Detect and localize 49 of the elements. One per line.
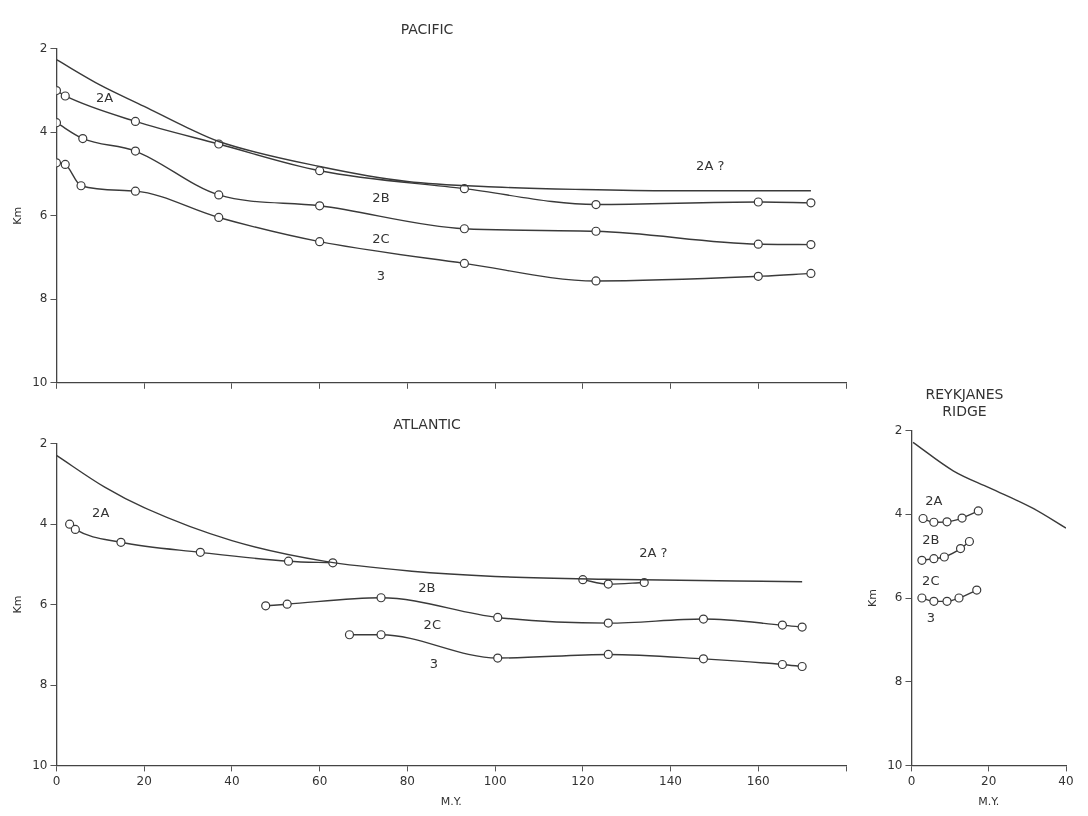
x-tick-label: 40 xyxy=(1058,773,1074,788)
chart-title: ATLANTIC xyxy=(393,416,462,433)
annotation: 2C xyxy=(423,617,441,633)
x-axis-title: M.Y. xyxy=(440,795,462,809)
y-tick-label: 10 xyxy=(887,757,903,772)
y-tick-label: 10 xyxy=(32,757,48,772)
x-tick-label: 60 xyxy=(312,773,328,788)
y-tick-label: 2 xyxy=(39,40,48,55)
annotation: 2A ? xyxy=(696,157,725,173)
chart-title: PACIFIC xyxy=(400,21,454,38)
x-tick-label: 100 xyxy=(483,773,507,788)
y-tick-label: 10 xyxy=(32,374,48,389)
x-tick-label: 120 xyxy=(571,773,595,788)
annotation: 2A xyxy=(96,90,114,106)
x-tick-label: 20 xyxy=(136,773,152,788)
y-tick-label: 8 xyxy=(39,291,48,306)
y-tick-label: 2 xyxy=(39,435,48,450)
annotation: 2B xyxy=(372,190,390,206)
x-tick-label: 40 xyxy=(224,773,240,788)
annotation: 2B xyxy=(418,579,436,595)
annotation: 2A xyxy=(925,492,943,508)
x-tick-label: 160 xyxy=(746,773,770,788)
annotation: 3 xyxy=(429,655,439,671)
y-tick-label: 4 xyxy=(39,516,48,531)
annotation: 2C xyxy=(922,573,940,589)
x-tick-label: 80 xyxy=(399,773,416,788)
annotation: 2C xyxy=(372,230,390,246)
x-tick-label: 140 xyxy=(659,773,682,788)
y-axis-title: Km xyxy=(11,595,25,614)
y-tick-label: 8 xyxy=(894,673,903,688)
y-axis-title: Km xyxy=(11,206,25,225)
annotation: 2A xyxy=(92,505,110,521)
x-tick-label: 0 xyxy=(907,773,916,788)
y-tick-label: 4 xyxy=(39,124,48,139)
x-tick-label: 20 xyxy=(981,773,997,788)
annotation: 2A ? xyxy=(639,544,668,560)
y-tick-label: 2 xyxy=(894,422,903,437)
y-tick-label: 6 xyxy=(39,596,48,611)
y-tick-label: 6 xyxy=(39,207,48,222)
annotation: 2B xyxy=(922,532,940,548)
annotation: 3 xyxy=(926,610,935,626)
x-tick-label: 0 xyxy=(52,773,61,788)
y-tick-label: 8 xyxy=(39,677,48,692)
y-tick-label: 6 xyxy=(894,590,903,605)
annotation: 3 xyxy=(376,268,386,284)
x-axis-title: M.Y. xyxy=(978,795,1000,809)
y-axis-title: Km xyxy=(866,589,880,607)
y-tick-label: 4 xyxy=(894,506,903,521)
chart-title: REYKJANES RIDGE xyxy=(925,386,1004,419)
